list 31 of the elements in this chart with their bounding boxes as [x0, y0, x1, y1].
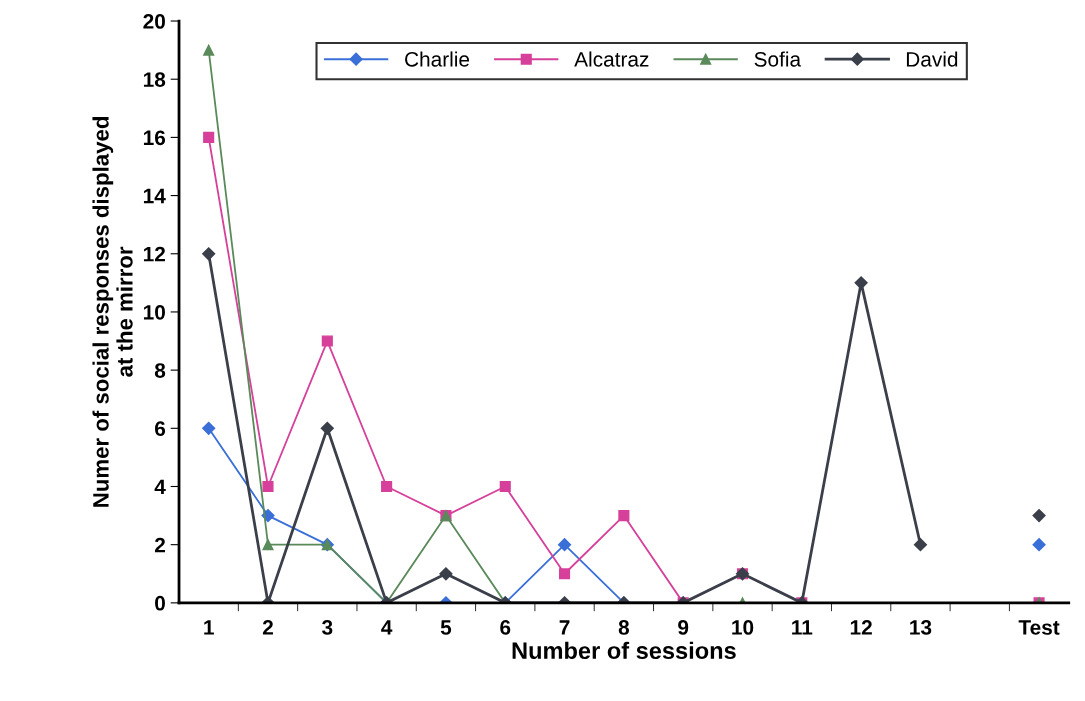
x-tick-label: 2	[262, 620, 273, 635]
y-tick-label: 4	[154, 479, 166, 495]
legend-label: Alcatraz	[574, 51, 649, 67]
x-tick-label: 5	[440, 620, 452, 635]
x-tick-label: 1	[204, 620, 214, 635]
x-tick-label: 3	[321, 620, 333, 635]
x-tick-label: 10	[732, 620, 754, 635]
y-tick-label: 14	[143, 188, 166, 204]
y-tick-label: 20	[143, 14, 165, 29]
x-tick-label: 13	[910, 620, 932, 635]
y-tick-label: 18	[143, 72, 166, 87]
x-tick-label: 7	[559, 620, 570, 635]
legend-label: Sofia	[754, 51, 802, 67]
legend-label: David	[906, 51, 958, 67]
x-tick-label: 6	[500, 620, 511, 635]
y-tick-label: 0	[155, 595, 165, 611]
x-tick-label: 4	[381, 620, 393, 635]
x-tick-label: 9	[678, 620, 689, 635]
legend-label: Charlie	[405, 51, 470, 67]
x-tick-label: 8	[618, 620, 630, 635]
y-tick-label: 6	[155, 421, 166, 437]
y-tick-label: 2	[154, 537, 165, 553]
x-tick-label: Test	[1018, 620, 1060, 635]
x-tick-label: 12	[850, 620, 872, 635]
x-tick-label: 11	[792, 620, 813, 635]
y-tick-label: 12	[143, 246, 165, 262]
y-tick-label: 8	[154, 363, 166, 378]
y-axis-title: Numer of social responses displayed at the mirror	[92, 117, 133, 507]
y-tick-label: 10	[143, 304, 165, 320]
y-tick-label: 16	[143, 130, 166, 146]
x-axis-title: Number of sessions	[512, 641, 736, 660]
